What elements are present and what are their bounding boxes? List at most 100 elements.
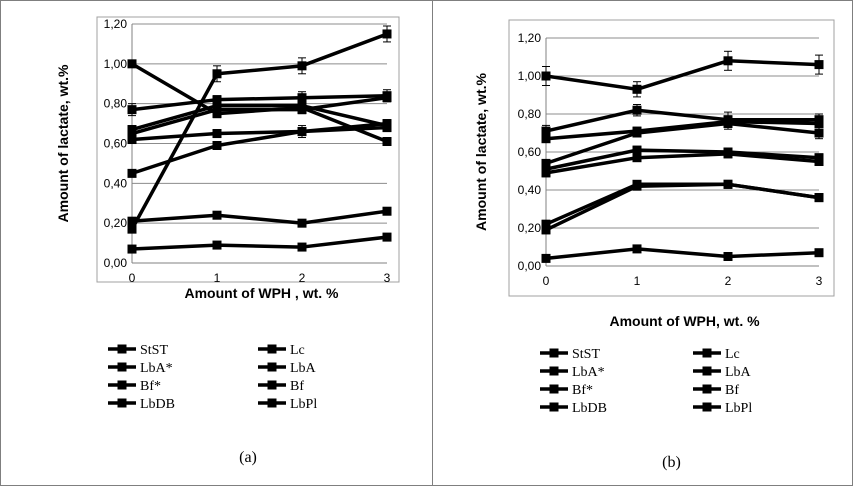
chart-border-0 <box>96 16 400 283</box>
y-axis-title: Amount of lactate, wt.% <box>55 64 71 222</box>
legend-marker <box>549 348 559 358</box>
legend-label: StST <box>140 343 168 358</box>
data-point <box>632 145 642 155</box>
data-point <box>541 168 551 178</box>
x-tick-label: 1 <box>634 274 641 288</box>
legend-label: Bf* <box>572 383 593 398</box>
data-point <box>382 93 392 103</box>
data-point <box>632 181 642 191</box>
series-line <box>545 152 820 175</box>
series-line <box>545 148 820 171</box>
data-point <box>297 218 307 228</box>
y-tick-label: 1,00 <box>518 69 542 83</box>
data-point <box>723 149 733 159</box>
y-tick-label: 0,40 <box>518 183 542 197</box>
legend-marker <box>117 362 127 372</box>
series-line <box>545 119 820 141</box>
data-point <box>541 134 551 144</box>
data-point <box>212 95 222 105</box>
data-point <box>632 84 642 94</box>
x-tick-label: 2 <box>299 271 306 285</box>
data-point <box>632 244 642 254</box>
legend-label: LbA <box>290 361 317 376</box>
y-tick-label: 0,20 <box>518 221 542 235</box>
legend-marker <box>702 402 712 412</box>
legend-marker <box>702 366 712 376</box>
series-line <box>545 121 820 166</box>
legend-marker <box>267 344 277 354</box>
chart-border-1 <box>508 19 835 297</box>
data-point <box>212 105 222 115</box>
legend-marker <box>549 366 559 376</box>
data-point <box>541 219 551 229</box>
legend-label: Lc <box>725 347 740 362</box>
panel-divider <box>432 0 433 486</box>
x-tick-label: 1 <box>214 271 221 285</box>
series-line <box>131 209 388 225</box>
y-tick-label: 0,80 <box>518 107 542 121</box>
y-tick-label: 0,00 <box>104 256 128 270</box>
data-point <box>723 119 733 128</box>
data-point <box>723 179 733 189</box>
data-point <box>212 210 222 220</box>
data-point <box>127 216 137 226</box>
data-point <box>127 168 137 178</box>
data-point <box>212 69 222 79</box>
data-point <box>541 71 551 81</box>
data-point <box>127 244 137 254</box>
legend-marker <box>267 398 277 408</box>
data-point <box>541 253 551 263</box>
y-tick-label: 0,60 <box>518 145 542 159</box>
data-point <box>814 128 824 138</box>
data-point <box>382 137 392 147</box>
data-point <box>382 206 392 216</box>
data-point <box>297 127 307 137</box>
series-line <box>545 59 820 92</box>
data-point <box>297 105 307 115</box>
data-point <box>127 224 137 234</box>
legend-marker <box>117 380 127 390</box>
legend-marker <box>117 398 127 408</box>
data-point <box>814 119 824 128</box>
legend-label: LbA <box>725 365 752 380</box>
x-tick-label: 3 <box>816 274 823 288</box>
data-point <box>297 242 307 252</box>
legend-marker <box>702 348 712 358</box>
legend-label: LbDB <box>572 401 607 416</box>
series-line <box>131 121 388 142</box>
data-point <box>632 105 642 115</box>
data-point <box>723 252 733 261</box>
panel-caption: (a) <box>239 449 257 466</box>
series-line <box>130 32 388 230</box>
series-line <box>545 108 819 133</box>
data-point <box>723 56 733 66</box>
data-point <box>127 129 137 139</box>
data-point <box>632 153 642 163</box>
legend-label: LbPl <box>725 401 752 416</box>
legend-marker <box>549 384 559 394</box>
legend-label: LbPl <box>290 397 317 412</box>
series-line <box>131 125 388 176</box>
panel-caption: (b) <box>662 454 681 471</box>
legend-label: Bf* <box>140 379 161 394</box>
series-line <box>131 235 388 251</box>
data-point <box>127 59 137 69</box>
data-point <box>541 158 551 168</box>
data-point <box>127 105 137 115</box>
x-tick-label: 0 <box>129 271 136 285</box>
y-tick-label: 0,60 <box>104 137 128 151</box>
legend-marker <box>267 362 277 372</box>
data-point <box>382 232 392 242</box>
y-tick-label: 1,20 <box>518 31 542 45</box>
y-tick-label: 0,40 <box>104 176 128 190</box>
y-axis-title: Amount of lactate, wt.% <box>473 73 489 231</box>
legend-label: Bf <box>290 379 304 394</box>
data-point <box>814 60 824 70</box>
legend-label: StST <box>572 347 600 362</box>
legend-marker <box>267 380 277 390</box>
series-line <box>545 247 820 261</box>
x-tick-label: 2 <box>725 274 732 288</box>
y-tick-label: 0,20 <box>104 216 128 230</box>
series-line <box>131 95 388 136</box>
y-tick-label: 1,20 <box>104 17 128 31</box>
